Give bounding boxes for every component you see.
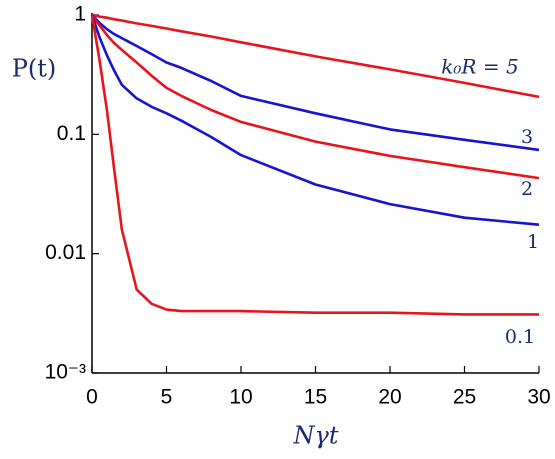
series-label: 1 [527, 231, 539, 253]
series-line [90, 14, 539, 316]
y-tick-label: 1 [74, 3, 86, 26]
series-line [91, 13, 540, 99]
series-line [90, 14, 540, 180]
y-axis-label: P(t) [12, 55, 57, 83]
x-tick-label: 0 [86, 386, 98, 409]
y-tick-label: 0.1 [57, 122, 86, 145]
series-label: 3 [521, 126, 533, 148]
series-label: k₀R = 5 [441, 55, 518, 79]
series-label: 2 [521, 178, 533, 200]
series-line [90, 14, 540, 226]
x-tick-label: 25 [453, 386, 476, 409]
x-tick-label: 10 [229, 386, 252, 409]
series-line [91, 14, 540, 152]
x-tick-label: 30 [527, 386, 550, 409]
x-tick-label: 15 [304, 386, 327, 409]
y-tick-label: 10⁻³ [45, 361, 86, 384]
x-axis-label: Nγt [293, 422, 339, 450]
y-tick-label: 0.01 [45, 241, 86, 264]
x-tick-label: 5 [161, 386, 173, 409]
series-label: 0.1 [505, 326, 535, 348]
x-tick-label: 20 [378, 386, 401, 409]
